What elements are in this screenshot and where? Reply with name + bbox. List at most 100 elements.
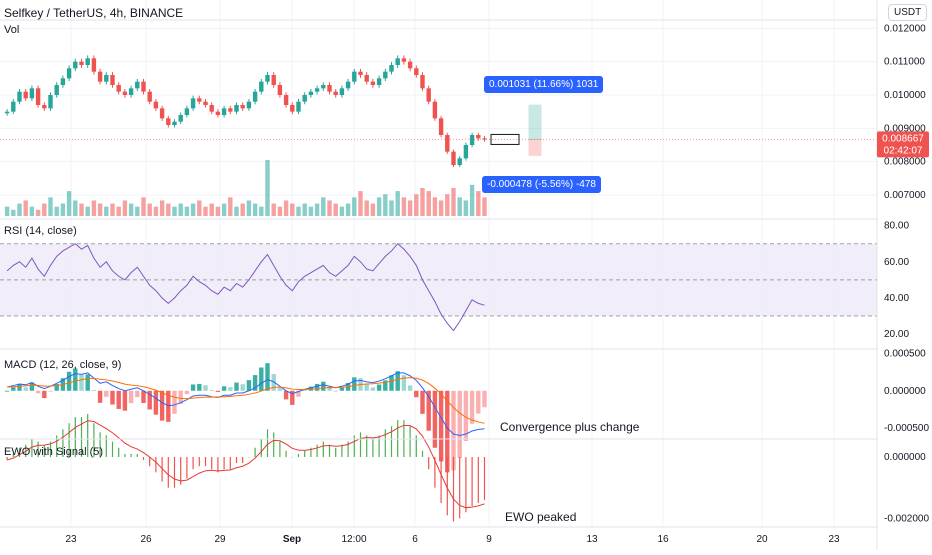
y-axis-tick: 0.000000 bbox=[884, 452, 926, 463]
candle-body bbox=[445, 135, 450, 152]
candle-body bbox=[73, 61, 78, 69]
y-axis-tick: -0.002000 bbox=[884, 513, 929, 524]
projection-loss-zone[interactable] bbox=[528, 138, 542, 156]
macd-histogram-bar bbox=[290, 390, 295, 405]
volume-bar bbox=[296, 206, 301, 216]
macd-histogram-bar bbox=[445, 390, 450, 473]
volume-bar bbox=[426, 191, 431, 216]
volume-bar bbox=[35, 209, 41, 216]
candle-body bbox=[476, 135, 481, 139]
volume-bar bbox=[370, 203, 376, 216]
candle-body bbox=[234, 105, 239, 112]
candle-body bbox=[389, 65, 394, 72]
y-axis-tick: 0.011000 bbox=[884, 57, 925, 68]
candle-body bbox=[147, 91, 152, 102]
macd-label: MACD (12, 26, close, 9) bbox=[4, 359, 122, 371]
ewo-histogram-bar bbox=[471, 456, 473, 507]
ewo-histogram-bar bbox=[93, 423, 95, 457]
ewo-histogram-bar bbox=[56, 435, 58, 457]
macd-histogram-bar bbox=[159, 390, 165, 421]
candle-body bbox=[420, 75, 425, 89]
ewo-histogram-bar bbox=[18, 447, 21, 457]
ewo-histogram-bar bbox=[446, 456, 448, 516]
macd-histogram-bar bbox=[85, 374, 90, 391]
ewo-histogram-bar bbox=[198, 456, 200, 467]
macd-histogram-bar bbox=[42, 390, 47, 399]
volume-bar bbox=[221, 203, 227, 216]
ewo-histogram-bar bbox=[266, 429, 269, 457]
ewo-histogram-bar bbox=[409, 426, 411, 457]
volume-bar bbox=[271, 203, 276, 216]
price-axis-area[interactable] bbox=[877, 0, 932, 550]
projection-up-label: 0.001031 (11.66%) 1031 bbox=[484, 76, 604, 93]
projection-profit-zone[interactable] bbox=[528, 104, 542, 140]
ewo-histogram-bar bbox=[421, 450, 424, 457]
volume-bar bbox=[376, 197, 382, 216]
macd-histogram-bar bbox=[302, 390, 307, 391]
macd-histogram-bar bbox=[234, 382, 239, 391]
candle-body bbox=[463, 145, 469, 159]
candle-body bbox=[401, 58, 407, 62]
candle-body bbox=[79, 61, 84, 65]
macd-histogram-bar bbox=[296, 390, 301, 397]
long-short-projection-tool[interactable] bbox=[490, 104, 542, 156]
ewo-histogram-bar bbox=[285, 450, 287, 457]
ewo-histogram-bar bbox=[477, 456, 479, 504]
projection-down-label: -0.000478 (-5.56%) -478 bbox=[482, 176, 601, 193]
ewo-histogram-bar bbox=[118, 447, 120, 457]
ewo-histogram-bar bbox=[62, 429, 64, 457]
macd-histogram-bar bbox=[228, 387, 233, 391]
y-axis-tick: 80.00 bbox=[884, 221, 909, 232]
candle-body bbox=[110, 75, 115, 85]
price-candles[interactable] bbox=[4, 55, 487, 168]
volume-bar bbox=[438, 200, 444, 216]
x-axis-ticks[interactable]: 23 26 29 Sep 12:00 6 9 13 16 20 23 bbox=[65, 534, 840, 545]
macd-signal-line bbox=[7, 377, 485, 424]
projection-entry-box[interactable] bbox=[490, 133, 520, 145]
macd-line bbox=[6, 372, 485, 437]
candle-body bbox=[308, 91, 314, 95]
volume-bar bbox=[420, 188, 425, 216]
macd-histogram-bar bbox=[97, 390, 103, 403]
x-axis-tick: 26 bbox=[140, 534, 152, 545]
ewo-histogram-bar bbox=[378, 435, 380, 457]
volume-bar bbox=[54, 206, 59, 216]
macd-histogram-bar bbox=[128, 390, 134, 404]
candle-body bbox=[327, 85, 332, 92]
volume-bar bbox=[128, 203, 134, 216]
ewo-histogram-bar bbox=[483, 456, 486, 500]
candle-body bbox=[97, 71, 103, 82]
ewo-histogram-bar bbox=[372, 438, 374, 457]
ewo-histogram-bar bbox=[390, 426, 393, 457]
macd-histogram-bar bbox=[376, 384, 382, 391]
candle-body bbox=[122, 91, 128, 95]
ewo-histogram-bar bbox=[80, 417, 83, 457]
ewo-histogram-bar bbox=[273, 432, 275, 457]
x-axis-tick: 20 bbox=[756, 534, 768, 545]
candle-body bbox=[159, 108, 165, 119]
ewo-histogram-bar bbox=[353, 435, 355, 457]
volume-bar bbox=[308, 206, 314, 216]
volume-bar bbox=[48, 197, 53, 216]
ewo-histogram-bar bbox=[223, 456, 225, 470]
rsi-line bbox=[6, 242, 485, 332]
macd-histogram-bar bbox=[73, 368, 78, 391]
macd-indicator bbox=[4, 363, 487, 473]
macd-histogram-bar bbox=[370, 387, 376, 391]
ewo-histogram-bar bbox=[217, 456, 219, 473]
candle-body bbox=[66, 68, 72, 79]
macd-histogram-bar bbox=[476, 390, 481, 414]
ewo-histogram-bar bbox=[359, 432, 362, 457]
currency-badge[interactable]: USDT bbox=[888, 4, 928, 21]
volume-bar bbox=[23, 200, 28, 216]
volume-bar bbox=[476, 191, 481, 216]
volume-bar bbox=[203, 206, 208, 216]
volume-bar bbox=[91, 200, 97, 216]
volume-bar bbox=[358, 191, 363, 216]
ewo-histogram-bar bbox=[49, 441, 52, 457]
volume-bar bbox=[321, 197, 326, 216]
volume-bar bbox=[457, 197, 462, 216]
macd-histogram-bar bbox=[469, 390, 475, 424]
